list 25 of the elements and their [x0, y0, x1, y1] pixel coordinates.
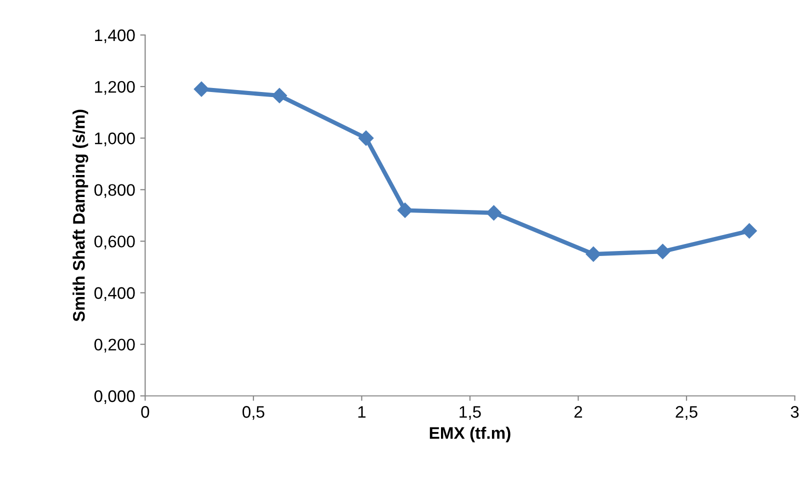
x-tick-label: 3	[790, 406, 799, 418]
y-tick-label: 1,400	[95, 29, 135, 44]
x-tick-label: 0,5	[242, 406, 264, 420]
x-tick-label: 0	[141, 406, 150, 418]
y-tick-label: 0,200	[94, 338, 135, 352]
point	[586, 246, 601, 262]
point	[358, 130, 374, 146]
y-tick-label: 1,000	[95, 132, 135, 146]
y-tick-label: 0,400	[94, 287, 135, 301]
point	[486, 205, 502, 220]
point	[655, 244, 670, 260]
y-tick-label: 0,600	[94, 236, 135, 250]
point	[272, 88, 287, 104]
y-tick-label: 0,000	[94, 390, 135, 404]
y-axis-title: Smith Shaft Damping (s/m)	[72, 110, 88, 322]
x-axis-title: EMX (tf.m)	[430, 426, 510, 442]
y-tick-label: 0,800	[94, 184, 135, 198]
x-tick-label: 2,5	[676, 406, 698, 420]
x-tick-label: 2	[574, 406, 582, 418]
y-tick-label: 1,200	[95, 80, 135, 95]
point	[397, 202, 413, 218]
point	[194, 82, 210, 97]
point	[742, 223, 757, 238]
x-tick-label: 1	[358, 406, 366, 418]
x-tick-label: 1,5	[460, 406, 481, 420]
